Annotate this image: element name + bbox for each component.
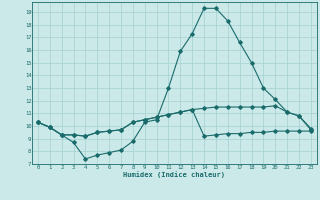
X-axis label: Humidex (Indice chaleur): Humidex (Indice chaleur) [124,171,225,178]
